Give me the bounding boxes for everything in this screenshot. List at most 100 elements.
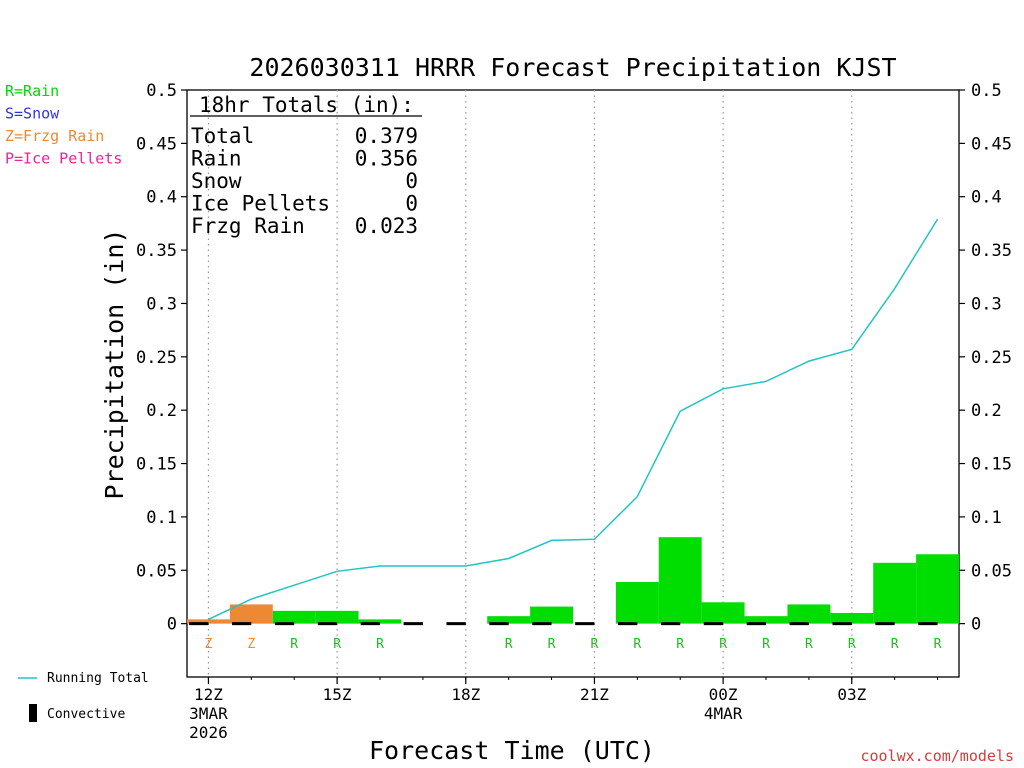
- y-tick-label-right-2: 0.1: [971, 508, 1002, 528]
- type-label-11: R: [676, 637, 684, 652]
- totals-row-value-4: 0.023: [355, 214, 418, 238]
- y-tick-label-left-3: 0.15: [136, 455, 177, 475]
- totals-row-label-1: Rain: [191, 147, 242, 171]
- y-tick-label-left-6: 0.3: [146, 294, 177, 314]
- y-tick-label-right-10: 0.5: [971, 81, 1002, 101]
- legend-entry-1: S=Snow: [5, 105, 60, 123]
- convective-bar-0: [189, 622, 209, 626]
- y-tick-label-left-5: 0.25: [136, 348, 177, 368]
- credit-text: coolwx.com/models: [860, 747, 1014, 765]
- type-label-3: R: [333, 637, 341, 652]
- convective-bar-2: [274, 622, 295, 626]
- y-tick-label-right-4: 0.2: [971, 401, 1002, 421]
- type-label-0: Z: [205, 637, 213, 652]
- totals-title: 18hr Totals (in):: [199, 93, 414, 117]
- precip-bar-4: [358, 619, 402, 624]
- x-axis-label: Forecast Time (UTC): [369, 736, 655, 765]
- x-tick-label-1-0: 15Z: [323, 685, 352, 704]
- convective-bars: [189, 622, 938, 626]
- y-tick-label-right-5: 0.25: [971, 348, 1012, 368]
- running-total-legend: Running Total: [18, 671, 149, 686]
- precip-bars: [187, 537, 959, 624]
- convective-bar-8: [532, 622, 552, 626]
- convective-bar-3: [317, 622, 338, 626]
- totals-row-label-4: Frzg Rain: [191, 214, 305, 238]
- convective-legend-label: Convective: [47, 707, 125, 722]
- x-tick-label-0-2: 2026: [189, 723, 228, 742]
- type-label-2: R: [290, 637, 298, 652]
- convective-bar-4: [360, 622, 380, 626]
- legend-entry-0: R=Rain: [5, 82, 59, 100]
- convective-bar-12: [703, 622, 724, 626]
- totals-row-value-2: 0: [405, 169, 418, 193]
- totals-row-label-0: Total: [191, 124, 254, 148]
- convective-bar-9: [575, 622, 595, 626]
- y-tick-label-left-4: 0.2: [146, 401, 177, 421]
- convective-bar-6: [446, 622, 466, 626]
- convective-bar-17: [918, 622, 938, 626]
- y-tick-label-right-1: 0.05: [971, 561, 1012, 581]
- convective-bar-1: [232, 622, 252, 626]
- y-axis-ticks: 0 00.05 0.050.1 0.10.15 0.150.2 0.20.25 0.250.…: [136, 81, 1012, 635]
- precip-bar-3: [315, 610, 359, 624]
- precip-bar-7: [487, 616, 531, 624]
- convective-legend-swatch: [29, 704, 37, 722]
- x-tick-label-5-0: 03Z: [837, 685, 866, 704]
- totals-box: 18hr Totals (in): Total 0.379 Rain 0.356 Snow…: [190, 93, 422, 238]
- convective-bar-13: [746, 622, 766, 626]
- convective-bar-14: [789, 622, 809, 626]
- type-label-9: R: [591, 637, 599, 652]
- x-tick-label-4-0: 00Z: [709, 685, 738, 704]
- type-label-10: R: [633, 637, 641, 652]
- y-tick-label-right-0: 0: [971, 615, 981, 635]
- y-tick-label-left-2: 0.1: [146, 508, 177, 528]
- y-tick-label-left-1: 0.05: [136, 561, 177, 581]
- y-tick-label-right-9: 0.45: [971, 134, 1012, 154]
- y-tick-label-left-8: 0.4: [146, 188, 177, 208]
- y-tick-label-left-0: 0: [167, 615, 177, 635]
- y-tick-label-right-7: 0.35: [971, 241, 1012, 261]
- precip-bar-16: [873, 562, 917, 624]
- precip-bar-17: [916, 554, 959, 624]
- x-tick-label-0-1: 3MAR: [189, 704, 228, 723]
- precip-bar-0: [187, 619, 230, 624]
- convective-legend: Convective: [29, 704, 125, 722]
- type-label-7: R: [505, 637, 513, 652]
- precip-bar-8: [530, 606, 573, 624]
- convective-bar-10: [618, 622, 638, 626]
- precip-bar-15: [830, 612, 874, 624]
- convective-bar-16: [875, 622, 895, 626]
- totals-row-label-3: Ice Pellets: [191, 192, 330, 216]
- plot-frame: [186, 89, 960, 678]
- x-tick-label-3-0: 21Z: [580, 685, 609, 704]
- totals-row-value-1: 0.356: [355, 147, 418, 171]
- totals-row-label-2: Snow: [191, 169, 242, 193]
- type-label-14: R: [805, 637, 813, 652]
- chart-title: 2026030311 HRRR Forecast Precipitation K…: [249, 53, 896, 82]
- type-label-17: R: [934, 637, 942, 652]
- y-tick-label-right-8: 0.4: [971, 188, 1002, 208]
- precip-type-legend: R=Rain S=Snow Z=Frzg Rain P=Ice Pellets: [5, 82, 122, 168]
- precip-bar-12: [701, 602, 745, 624]
- precip-bar-10: [615, 582, 659, 624]
- y-tick-label-left-9: 0.45: [136, 134, 177, 154]
- precip-bar-1: [229, 604, 273, 624]
- type-label-1: Z: [247, 637, 255, 652]
- totals-row-value-3: 0: [405, 192, 418, 216]
- precip-bar-2: [272, 610, 316, 624]
- precip-bar-13: [744, 616, 788, 624]
- running-total-legend-label: Running Total: [47, 671, 149, 686]
- x-tick-label-4-1: 4MAR: [704, 704, 743, 723]
- convective-bar-5: [403, 622, 423, 626]
- x-tick-label-2-0: 18Z: [451, 685, 480, 704]
- precip-bar-14: [787, 604, 831, 624]
- convective-bar-15: [832, 622, 852, 626]
- type-label-13: R: [762, 637, 770, 652]
- convective-bar-11: [660, 622, 681, 626]
- x-tick-label-0-0: 12Z: [194, 685, 223, 704]
- convective-bar-7: [489, 622, 509, 626]
- y-tick-label-right-6: 0.3: [971, 294, 1002, 314]
